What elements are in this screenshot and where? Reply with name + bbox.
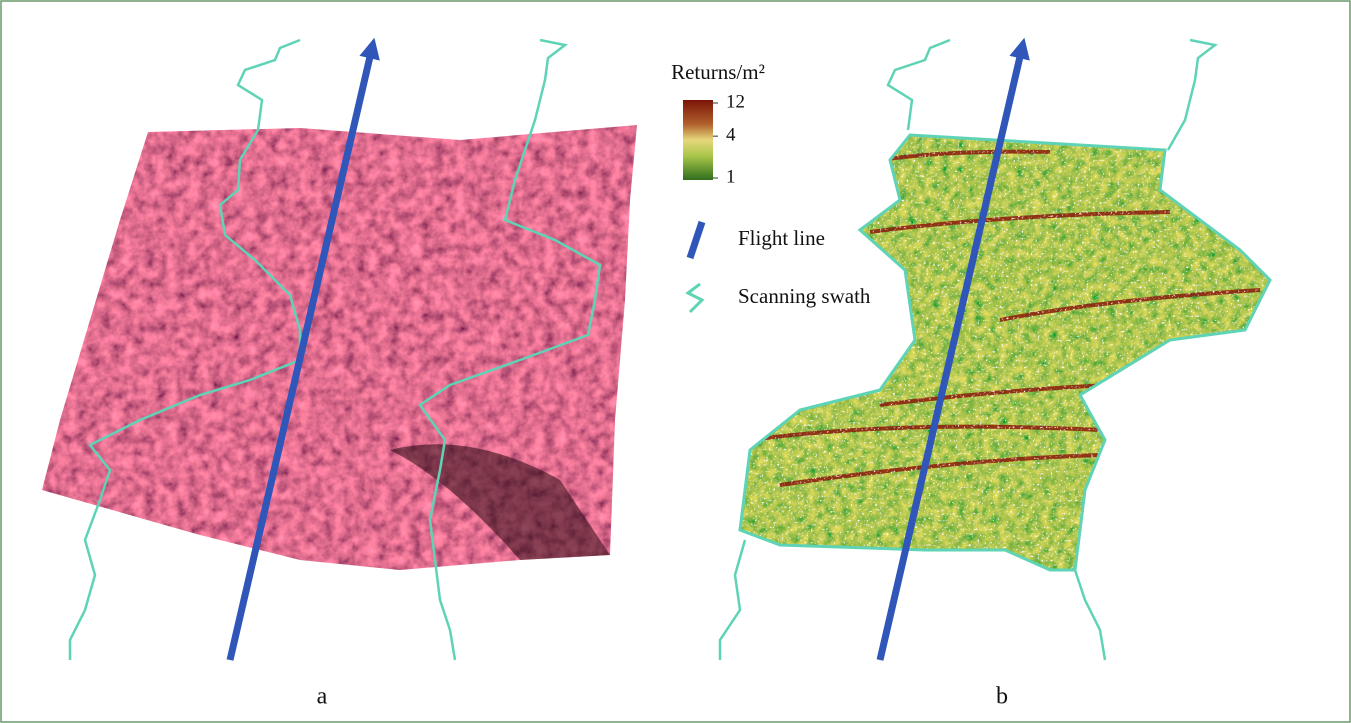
legend-label: Scanning swath xyxy=(738,284,871,308)
swath-edge xyxy=(886,38,951,131)
flight-line xyxy=(226,37,380,661)
shadow xyxy=(390,444,610,560)
swath-edge xyxy=(68,38,302,660)
legend: Returns/m² Flight line Scanning swath 12… xyxy=(671,60,871,314)
colorbar xyxy=(683,100,713,180)
legend-label: Flight line xyxy=(738,226,825,250)
panel-label: b xyxy=(996,684,1008,710)
flight-line-icon xyxy=(686,220,706,260)
swath-edge xyxy=(1166,38,1218,151)
swath-icon xyxy=(685,282,705,314)
colorbar-title: Returns/m² xyxy=(671,60,765,84)
panel-b xyxy=(718,37,1272,661)
swath-edge xyxy=(418,38,602,661)
no-return-specks xyxy=(740,135,1270,570)
colorbar-tick-label: 12 xyxy=(726,91,745,112)
swath-edge xyxy=(718,539,747,660)
flight-line xyxy=(876,37,1030,661)
swath-outline xyxy=(738,133,1272,572)
panel-label: a xyxy=(317,684,328,710)
colorbar-tick-label: 1 xyxy=(726,166,736,187)
panel-a xyxy=(42,37,637,661)
colorbar-tick-label: 4 xyxy=(726,125,736,146)
swath-edge xyxy=(1073,569,1107,661)
